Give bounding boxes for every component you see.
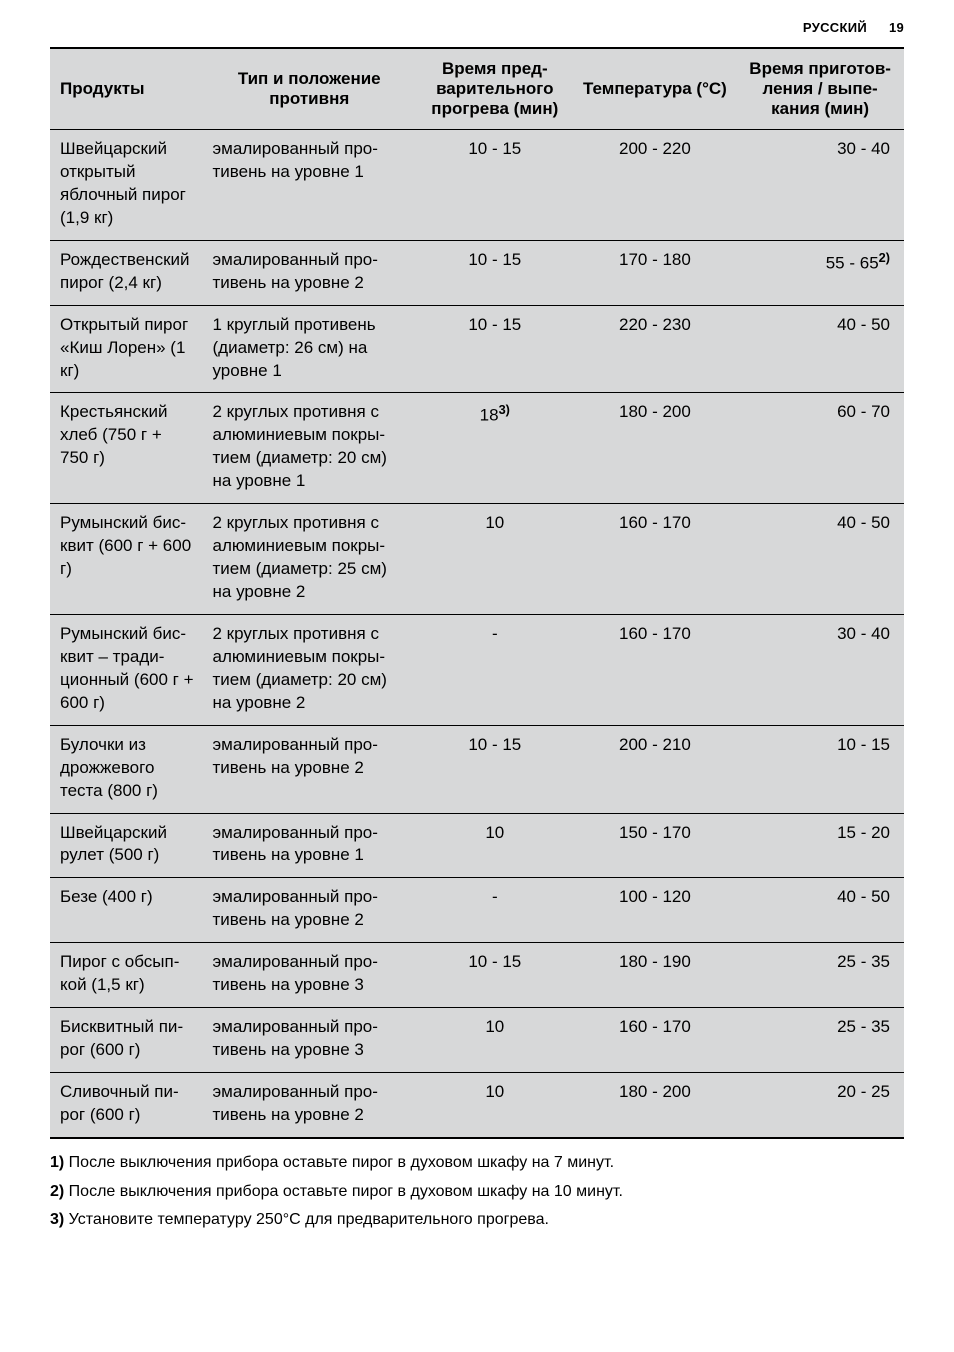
- cell-preheat: 10 - 15: [416, 305, 574, 393]
- footnote-ref: 3): [499, 402, 510, 417]
- table-row: Пирог с обсып­кой (1,5 кг)эмалированный …: [50, 943, 904, 1008]
- cell-temp: 100 - 120: [574, 878, 737, 943]
- cell-preheat: 10: [416, 813, 574, 878]
- table-row: Румынский бис­квит – тради­ционный (600 …: [50, 614, 904, 725]
- cell-tray: эмалированный про­тивень на уровне 1: [203, 813, 417, 878]
- footnotes: 1) После выключения прибора оставьте пир…: [50, 1149, 904, 1235]
- cell-product: Пирог с обсып­кой (1,5 кг): [50, 943, 203, 1008]
- cell-preheat: -: [416, 878, 574, 943]
- footnote-number: 2): [50, 1183, 69, 1200]
- cell-tray: 2 круглых противня с алюминиевым покры­т…: [203, 504, 417, 615]
- table-body: Швейцарский открытый яблочный пирог (1,9…: [50, 130, 904, 1138]
- cell-product: Сливочный пи­рог (600 г): [50, 1073, 203, 1138]
- cell-preheat: 10 - 15: [416, 725, 574, 813]
- cell-temp: 220 - 230: [574, 305, 737, 393]
- cell-time: 30 - 40: [736, 130, 904, 241]
- cell-time: 40 - 50: [736, 878, 904, 943]
- cell-temp: 160 - 170: [574, 504, 737, 615]
- cell-time: 60 - 70: [736, 393, 904, 504]
- page-header: РУССКИЙ 19: [50, 20, 904, 35]
- cell-product: Безе (400 г): [50, 878, 203, 943]
- cell-temp: 170 - 180: [574, 240, 737, 305]
- cell-temp: 180 - 200: [574, 393, 737, 504]
- cell-temp: 160 - 170: [574, 1008, 737, 1073]
- cell-time: 25 - 35: [736, 1008, 904, 1073]
- cell-tray: эмалированный про­тивень на уровне 2: [203, 1073, 417, 1138]
- cell-product: Крестьянский хлеб (750 г + 750 г): [50, 393, 203, 504]
- table-head: Продукты Тип и положение противня Время …: [50, 48, 904, 130]
- col-header: Время пред­варительного прогрева (мин): [416, 48, 574, 130]
- table-row: Румынский бис­квит (600 г + 600 г)2 круг…: [50, 504, 904, 615]
- cell-temp: 200 - 220: [574, 130, 737, 241]
- cooking-table: Продукты Тип и положение противня Время …: [50, 47, 904, 1139]
- table-row: Рождественский пирог (2,4 кг)эмалированн…: [50, 240, 904, 305]
- cell-temp: 180 - 190: [574, 943, 737, 1008]
- cell-time: 20 - 25: [736, 1073, 904, 1138]
- cell-product: Швейцарский рулет (500 г): [50, 813, 203, 878]
- cell-product: Открытый пирог «Киш Лорен» (1 кг): [50, 305, 203, 393]
- cell-preheat: 10: [416, 1073, 574, 1138]
- col-header: Время приготов­ления / выпе­кания (мин): [736, 48, 904, 130]
- cell-temp: 180 - 200: [574, 1073, 737, 1138]
- table-row: Швейцарский рулет (500 г)эмалированный п…: [50, 813, 904, 878]
- footnote: 3) Установите температуру 250°C для пред…: [50, 1206, 904, 1235]
- footnote: 2) После выключения прибора оставьте пир…: [50, 1178, 904, 1207]
- lang-label: РУССКИЙ: [803, 20, 867, 35]
- cell-time: 40 - 50: [736, 305, 904, 393]
- cell-preheat: 10: [416, 504, 574, 615]
- cell-preheat: 10 - 15: [416, 240, 574, 305]
- col-header: Тип и положение противня: [203, 48, 417, 130]
- footnote-text: Установите температуру 250°C для предвар…: [69, 1211, 549, 1228]
- cell-time: 25 - 35: [736, 943, 904, 1008]
- table-row: Швейцарский открытый яблочный пирог (1,9…: [50, 130, 904, 241]
- cell-tray: эмалированный про­тивень на уровне 3: [203, 1008, 417, 1073]
- col-header: Продукты: [50, 48, 203, 130]
- cell-time: 40 - 50: [736, 504, 904, 615]
- cell-tray: эмалированный про­тивень на уровне 2: [203, 725, 417, 813]
- cell-tray: эмалированный про­тивень на уровне 1: [203, 130, 417, 241]
- table-row: Крестьянский хлеб (750 г + 750 г)2 кругл…: [50, 393, 904, 504]
- cell-temp: 160 - 170: [574, 614, 737, 725]
- footnote-number: 1): [50, 1154, 69, 1171]
- col-header: Температура (°C): [574, 48, 737, 130]
- cell-preheat: 183): [416, 393, 574, 504]
- cell-temp: 150 - 170: [574, 813, 737, 878]
- cell-preheat: 10: [416, 1008, 574, 1073]
- footnote-text: После выключения прибора оставьте пирог …: [69, 1154, 614, 1171]
- cell-preheat: 10 - 15: [416, 943, 574, 1008]
- table-row: Сливочный пи­рог (600 г)эмалированный пр…: [50, 1073, 904, 1138]
- cell-preheat: -: [416, 614, 574, 725]
- cell-tray: эмалированный про­тивень на уровне 2: [203, 240, 417, 305]
- cell-tray: 2 круглых противня с алюминиевым покры­т…: [203, 393, 417, 504]
- table-row: Бисквитный пи­рог (600 г)эмалированный п…: [50, 1008, 904, 1073]
- footnote-text: После выключения прибора оставьте пирог …: [69, 1183, 623, 1200]
- page-number: 19: [889, 20, 904, 35]
- table-row: Безе (400 г)эмалированный про­тивень на …: [50, 878, 904, 943]
- cell-preheat: 10 - 15: [416, 130, 574, 241]
- cell-time: 10 - 15: [736, 725, 904, 813]
- cell-product: Румынский бис­квит – тради­ционный (600 …: [50, 614, 203, 725]
- cell-product: Швейцарский открытый яблочный пирог (1,9…: [50, 130, 203, 241]
- cell-product: Рождественский пирог (2,4 кг): [50, 240, 203, 305]
- cell-tray: 1 круглый противень (диаметр: 26 см) на …: [203, 305, 417, 393]
- table-row: Открытый пирог «Киш Лорен» (1 кг)1 кругл…: [50, 305, 904, 393]
- footnote: 1) После выключения прибора оставьте пир…: [50, 1149, 904, 1178]
- cell-time: 30 - 40: [736, 614, 904, 725]
- cell-time: 15 - 20: [736, 813, 904, 878]
- cell-tray: эмалированный про­тивень на уровне 3: [203, 943, 417, 1008]
- cell-tray: 2 круглых противня с алюминиевым покры­т…: [203, 614, 417, 725]
- footnote-ref: 2): [879, 250, 890, 265]
- footnote-number: 3): [50, 1211, 69, 1228]
- cell-temp: 200 - 210: [574, 725, 737, 813]
- cell-product: Булочки из дрожжевого теста (800 г): [50, 725, 203, 813]
- table-row: Булочки из дрожжевого теста (800 г)эмали…: [50, 725, 904, 813]
- cell-tray: эмалированный про­тивень на уровне 2: [203, 878, 417, 943]
- cell-product: Бисквитный пи­рог (600 г): [50, 1008, 203, 1073]
- cell-time: 55 - 652): [736, 240, 904, 305]
- cell-product: Румынский бис­квит (600 г + 600 г): [50, 504, 203, 615]
